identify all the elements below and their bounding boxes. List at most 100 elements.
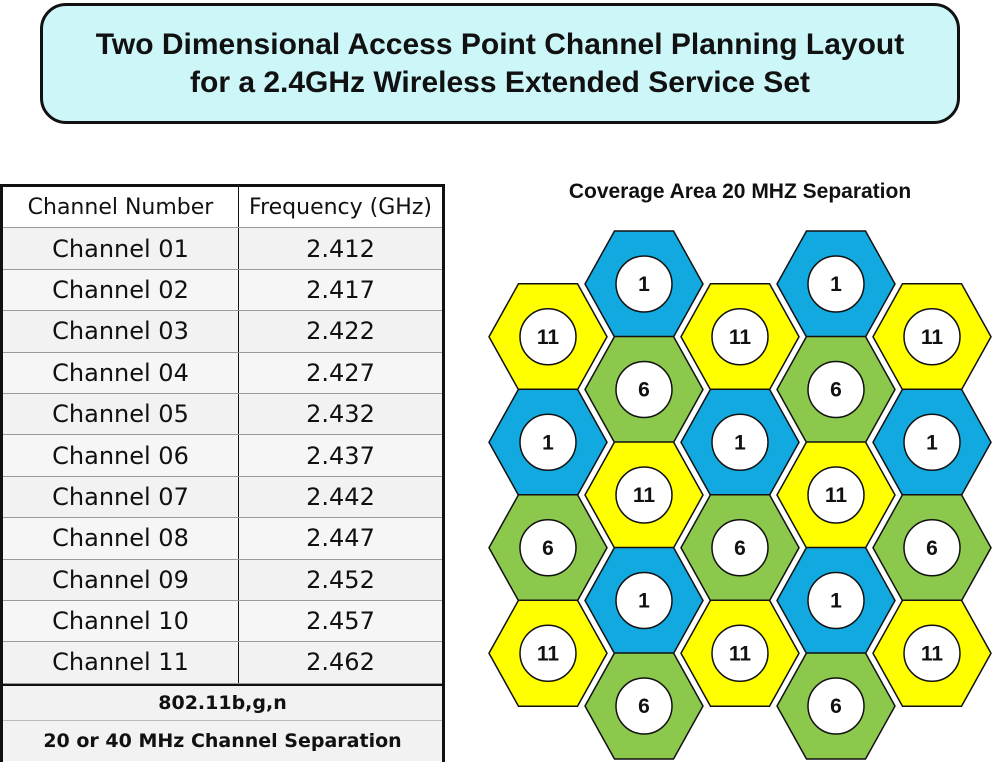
- access-point-circle: [615, 255, 673, 313]
- access-point-circle: [615, 571, 673, 630]
- hex-cell-channel-1: 1: [584, 230, 704, 338]
- hex-cell-channel-6: 6: [776, 335, 896, 444]
- hex-cell-channel-6: 6: [776, 652, 896, 760]
- channel-label: 11: [537, 326, 560, 349]
- standard-footer: 802.11b,g,n: [3, 683, 442, 721]
- channel-label: 11: [825, 484, 848, 507]
- access-point-circle: [615, 466, 673, 524]
- channel-label: 1: [638, 273, 650, 296]
- channel-label: 11: [729, 326, 752, 349]
- frequency-cell: 2.462: [306, 648, 375, 677]
- channel-label: 11: [537, 642, 560, 665]
- frequency-cell: 2.417: [306, 275, 375, 304]
- channel-cell: Channel 06: [3, 435, 239, 476]
- hex-cell-channel-6: 6: [872, 494, 992, 602]
- column-header-frequency: Frequency (GHz): [249, 194, 432, 220]
- hex-cell-channel-11: 11: [584, 441, 704, 549]
- channel-label: 1: [542, 431, 554, 454]
- access-point-circle: [807, 677, 865, 735]
- hex-cell-channel-11: 11: [680, 599, 800, 707]
- channel-label: 6: [926, 537, 938, 560]
- diagram-title: Coverage Area 20 MHZ Separation: [568, 180, 912, 203]
- hex-cell-channel-6: 6: [488, 494, 608, 602]
- separation-footer: 20 or 40 MHz Channel Separation: [3, 720, 442, 761]
- title-banner: Two Dimensional Access Point Channel Pla…: [40, 3, 960, 124]
- channel-label: 6: [830, 695, 842, 718]
- access-point-circle: [807, 360, 865, 419]
- channel-cell: Channel 04: [3, 352, 239, 393]
- channel-label: 6: [638, 695, 650, 718]
- channel-cell: Channel 10: [3, 600, 239, 642]
- table-row: Channel 10 2.457: [3, 600, 442, 643]
- access-point-circle: [711, 519, 769, 577]
- hex-cell-channel-11: 11: [680, 283, 800, 391]
- access-point-circle: [903, 413, 961, 471]
- access-point-circle: [615, 677, 673, 735]
- frequency-cell: 2.427: [306, 358, 375, 387]
- table-row: Channel 02 2.417: [3, 269, 442, 312]
- access-point-circle: [903, 519, 961, 577]
- channel-label: 1: [830, 590, 842, 613]
- access-point-circle: [903, 624, 961, 682]
- frequency-cell: 2.457: [306, 607, 375, 636]
- column-header-channel: Channel Number: [3, 187, 239, 228]
- frequency-cell: 2.412: [306, 234, 375, 263]
- title-line-2: for a 2.4GHz Wireless Extended Service S…: [190, 65, 810, 99]
- channel-label: 6: [830, 379, 842, 402]
- hex-cell-channel-11: 11: [488, 283, 608, 391]
- frequency-cell: 2.432: [306, 400, 375, 429]
- table-row: Channel 04 2.427: [3, 352, 442, 394]
- channel-cell: Channel 11: [3, 642, 239, 683]
- channel-label: 11: [633, 484, 656, 507]
- access-point-circle: [519, 308, 577, 366]
- channel-cell: Channel 09: [3, 559, 239, 600]
- hex-cell-channel-1: 1: [872, 388, 992, 496]
- hex-cell-channel-6: 6: [584, 335, 704, 444]
- access-point-circle: [807, 571, 865, 630]
- hex-cell-channel-11: 11: [488, 599, 608, 707]
- frequency-cell: 2.422: [306, 317, 375, 346]
- table-row: Channel 09 2.452: [3, 559, 442, 601]
- table-row: Channel 05 2.432: [3, 393, 442, 436]
- hex-cell-channel-6: 6: [584, 652, 704, 760]
- hex-cell-channel-11: 11: [776, 441, 896, 549]
- channel-cell: Channel 01: [3, 228, 239, 269]
- channel-label: 1: [638, 590, 650, 613]
- hex-cell-channel-1: 1: [776, 546, 896, 655]
- channel-cell: Channel 03: [3, 311, 239, 352]
- frequency-cell: 2.447: [306, 524, 375, 553]
- table-row: Channel 11 2.462: [3, 642, 442, 684]
- access-point-circle: [519, 624, 577, 682]
- hex-cell-channel-1: 1: [680, 388, 800, 496]
- access-point-circle: [903, 308, 961, 366]
- channel-label: 1: [734, 431, 746, 454]
- channel-cell: Channel 08: [3, 518, 239, 559]
- channel-label: 6: [734, 537, 746, 560]
- table-header-row: Channel Number Frequency (GHz): [3, 187, 442, 229]
- channel-label: 6: [638, 379, 650, 402]
- table-row: Channel 08 2.447: [3, 518, 442, 560]
- channel-cell: Channel 07: [3, 476, 239, 518]
- frequency-cell: 2.437: [306, 441, 375, 470]
- channel-label: 11: [921, 326, 944, 349]
- access-point-circle: [807, 466, 865, 524]
- hex-cell-channel-1: 1: [488, 388, 608, 496]
- channel-label: 11: [729, 642, 752, 665]
- channel-label: 11: [921, 642, 944, 665]
- access-point-circle: [711, 308, 769, 366]
- table-row: Channel 07 2.442: [3, 476, 442, 519]
- channel-label: 1: [830, 273, 842, 296]
- channel-label: 1: [926, 431, 938, 454]
- channel-frequency-table: Channel Number Frequency (GHz) Channel 0…: [0, 184, 445, 762]
- frequency-cell: 2.452: [306, 565, 375, 594]
- channel-cell: Channel 05: [3, 393, 239, 435]
- channel-cell: Channel 02: [3, 269, 239, 311]
- frequency-cell: 2.442: [306, 482, 375, 511]
- access-point-circle: [807, 255, 865, 313]
- hex-cell-channel-11: 11: [872, 599, 992, 707]
- access-point-circle: [615, 360, 673, 419]
- access-point-circle: [711, 413, 769, 471]
- access-point-circle: [519, 519, 577, 577]
- table-row: Channel 06 2.437: [3, 435, 442, 477]
